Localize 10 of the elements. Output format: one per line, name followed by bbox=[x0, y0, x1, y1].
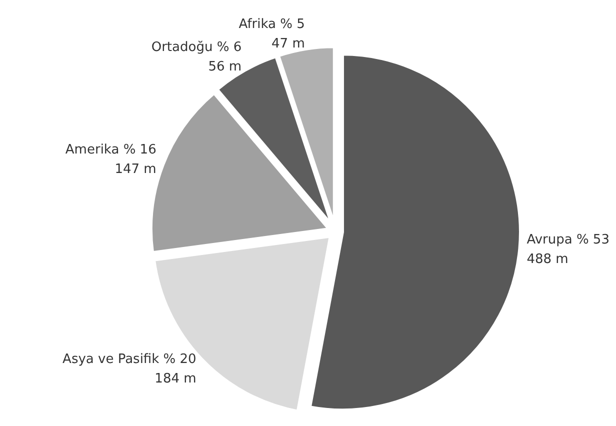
slice-label: Afrika % 5 bbox=[238, 16, 305, 32]
slice-label: Amerika % 16 bbox=[65, 142, 156, 158]
data-label: 488 m bbox=[526, 252, 568, 268]
data-label: 47 m bbox=[272, 36, 305, 52]
slice-label: Avrupa % 53 bbox=[526, 232, 610, 248]
slice-label: Ortadoğu % 6 bbox=[151, 40, 242, 55]
data-label: 184 m bbox=[154, 372, 196, 387]
slice-label: Asya ve Pasifik % 20 bbox=[62, 352, 196, 368]
data-label: 56 m bbox=[208, 59, 242, 74]
data-label: 147 m bbox=[114, 162, 156, 177]
